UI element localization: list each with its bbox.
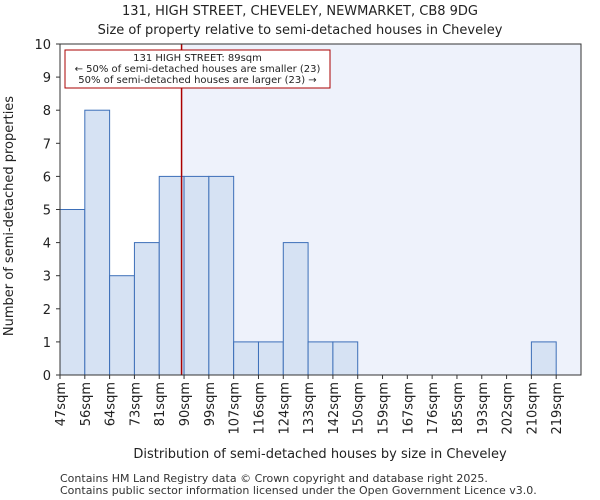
x-tick-label-142sqm: 142sqm (327, 382, 342, 435)
bar-142sqm (332, 341, 359, 376)
x-tick-label-56sqm: 56sqm (79, 382, 94, 426)
annotation-frame (64, 49, 331, 89)
y-tick-label-5: 5 (43, 204, 51, 219)
bar-73sqm (133, 242, 160, 376)
x-tick-label-73sqm: 73sqm (128, 382, 143, 426)
annotation-box: 131 HIGH STREET: 89sqm ← 50% of semi-det… (64, 49, 331, 89)
plot-area: 0 1 2 3 4 5 6 7 8 9 10 47sqm 56sqm 64sqm 73sqm 81sqm 90… (34, 38, 582, 435)
bars-group (59, 109, 557, 376)
bar-99sqm (208, 175, 235, 376)
y-tick-label-4: 4 (43, 237, 51, 252)
x-tick-label-202sqm: 202sqm (501, 382, 516, 435)
footer-line-2: Contains public sector information licen… (60, 484, 537, 497)
highlight-region (181, 44, 582, 375)
y-axis-ticks: 0 1 2 3 4 5 6 7 8 9 10 (34, 38, 60, 384)
x-axis-label: Distribution of semi-detached houses by … (133, 447, 507, 462)
annotation-line-3: 50% of semi-detached houses are larger (… (78, 75, 316, 86)
y-tick-label-9: 9 (43, 71, 51, 86)
x-tick-label-90sqm: 90sqm (178, 382, 193, 426)
bar-81sqm (158, 175, 185, 376)
x-tick-label-159sqm: 159sqm (377, 382, 392, 435)
x-tick-label-167sqm: 167sqm (401, 382, 416, 435)
y-tick-label-6: 6 (43, 170, 51, 185)
annotation-line-1: 131 HIGH STREET: 89sqm (133, 53, 262, 64)
bar-124sqm (282, 242, 309, 376)
bar-64sqm (109, 275, 135, 376)
x-tick-label-99sqm: 99sqm (203, 382, 218, 426)
x-tick-label-193sqm: 193sqm (476, 382, 491, 435)
bar-56sqm (84, 109, 111, 376)
y-tick-label-7: 7 (43, 137, 51, 152)
footer-line-1: Contains HM Land Registry data © Crown c… (60, 472, 488, 485)
x-tick-label-124sqm: 124sqm (277, 382, 292, 435)
x-axis-ticks: 47sqm 56sqm 64sqm 73sqm 81sqm 90sqm 99sqm 107sq… (54, 375, 565, 435)
y-tick-label-1: 1 (43, 336, 51, 351)
y-tick-label-0: 0 (43, 369, 51, 384)
bar-133sqm (307, 341, 334, 376)
x-tick-label-47sqm: 47sqm (54, 382, 69, 426)
bar-116sqm (257, 341, 284, 376)
x-tick-label-210sqm: 210sqm (525, 382, 540, 435)
bar-90sqm (183, 175, 210, 376)
bar-210sqm (530, 341, 557, 376)
annotation-line-2: ← 50% of semi-detached houses are smalle… (75, 64, 321, 75)
chart-title: 131, HIGH STREET, CHEVELEY, NEWMARKET, C… (122, 4, 478, 19)
x-tick-label-150sqm: 150sqm (352, 382, 367, 435)
x-tick-label-107sqm: 107sqm (228, 382, 243, 435)
y-tick-label-10: 10 (34, 38, 51, 53)
y-axis-label: Number of semi-detached properties (2, 96, 17, 336)
x-tick-label-116sqm: 116sqm (252, 382, 267, 435)
y-tick-label-8: 8 (43, 104, 51, 119)
chart-subtitle: Size of property relative to semi-detach… (98, 23, 503, 38)
y-tick-label-2: 2 (43, 303, 51, 318)
y-tick-label-3: 3 (43, 270, 51, 285)
x-tick-label-185sqm: 185sqm (451, 382, 466, 435)
x-tick-label-133sqm: 133sqm (302, 382, 317, 435)
bar-107sqm (233, 341, 259, 376)
bar-47sqm (59, 209, 86, 376)
x-tick-label-219sqm: 219sqm (550, 382, 565, 435)
x-tick-label-81sqm: 81sqm (153, 382, 168, 426)
x-tick-label-176sqm: 176sqm (426, 382, 441, 435)
x-tick-label-64sqm: 64sqm (104, 382, 119, 426)
